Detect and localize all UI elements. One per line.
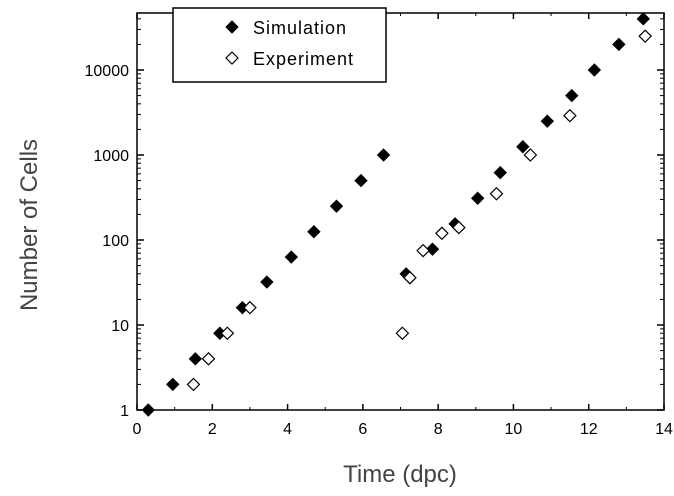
x-tick-label: 8 — [434, 421, 443, 438]
y-axis-title: Number of Cells — [16, 139, 43, 311]
experiment-point — [416, 243, 430, 258]
experiment-point — [638, 29, 653, 44]
y-tick-label: 1000 — [93, 148, 129, 165]
simulation-point — [587, 63, 602, 77]
experiment-point — [186, 377, 201, 392]
experiment-point — [201, 351, 216, 366]
experiment-point — [220, 326, 235, 341]
y-tick-label: 10 — [111, 318, 129, 335]
experiment-point — [435, 226, 449, 241]
simulation-point — [260, 275, 274, 289]
x-tick-label: 2 — [208, 421, 217, 438]
legend: Simulation Experiment — [172, 7, 387, 83]
simulation-point — [354, 173, 368, 188]
x-tick-label: 10 — [505, 421, 523, 438]
legend-label-experiment: Experiment — [253, 49, 354, 69]
x-axis-title: Time (dpc) — [343, 461, 457, 488]
simulation-point — [188, 352, 203, 366]
simulation-point — [636, 12, 651, 26]
experiment-point — [403, 270, 417, 285]
x-tick-label: 12 — [580, 421, 598, 438]
experiment-point — [489, 186, 504, 201]
x-tick-label: 0 — [133, 421, 142, 438]
experiment-point — [243, 300, 257, 315]
simulation-point — [565, 88, 579, 103]
experiment-point — [395, 326, 410, 341]
experiment-point — [563, 108, 577, 123]
simulation-point — [141, 403, 156, 417]
y-tick-label: 100 — [102, 233, 129, 250]
experiment-point — [451, 220, 466, 235]
legend-marker-simulation — [225, 20, 239, 34]
simulation-point — [376, 148, 391, 162]
simulation-point — [540, 114, 555, 128]
y-tick-label: 1 — [120, 403, 129, 420]
legend-box — [172, 7, 387, 83]
simulation-point — [307, 225, 321, 239]
simulation-point — [329, 199, 344, 213]
simulation-point — [493, 165, 507, 180]
x-tick-label: 4 — [283, 421, 292, 438]
x-tick-label: 14 — [655, 421, 673, 438]
simulation-point — [166, 377, 180, 392]
simulation-point — [470, 191, 485, 205]
x-tick-label: 6 — [358, 421, 367, 438]
legend-label-simulation: Simulation — [253, 18, 347, 38]
legend-marker-experiment — [225, 51, 239, 65]
simulation-point — [516, 140, 530, 154]
simulation-point — [425, 242, 440, 256]
simulation-point — [284, 250, 299, 264]
experiment-points — [186, 29, 653, 392]
experiment-point — [523, 148, 538, 162]
simulation-point — [612, 37, 626, 52]
y-tick-label: 10000 — [85, 63, 130, 80]
